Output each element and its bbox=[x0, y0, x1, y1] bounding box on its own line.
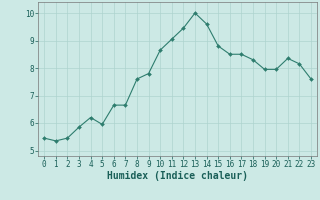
X-axis label: Humidex (Indice chaleur): Humidex (Indice chaleur) bbox=[107, 171, 248, 181]
